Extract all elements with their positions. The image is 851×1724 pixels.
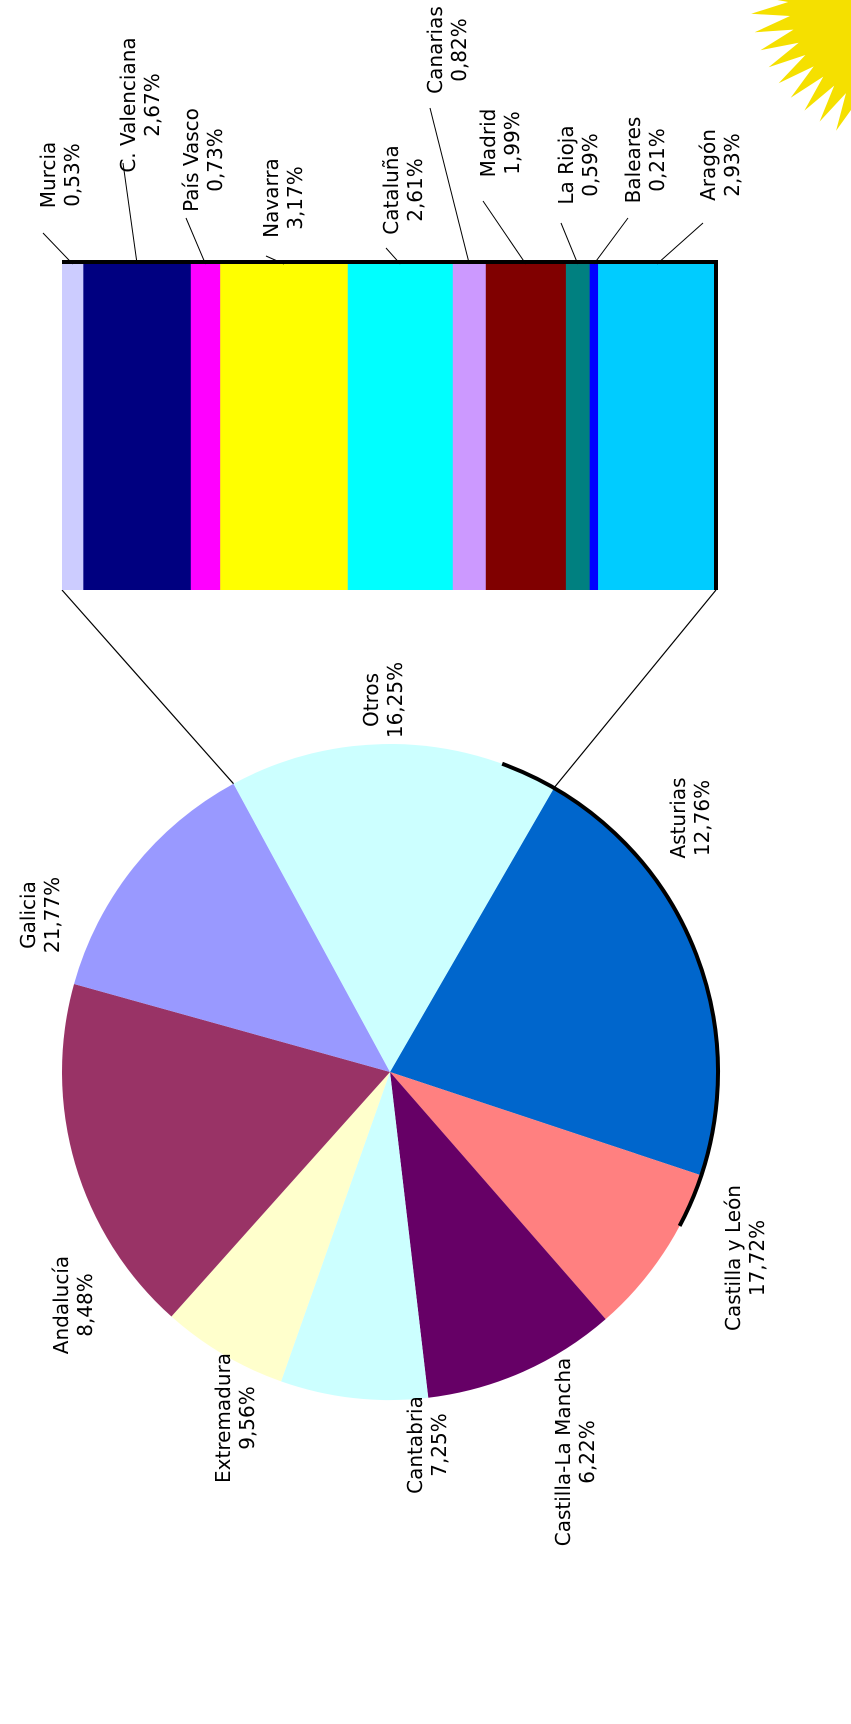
slice-label-galicia-name: Galicia	[16, 881, 40, 949]
leader-line-murcia	[42, 232, 74, 265]
slice-label-cantabria: Cantabria7,25%	[403, 1396, 451, 1494]
slice-label-extremadura-name: Extremadura	[211, 1353, 235, 1483]
slice-label-castilla-y-leon: Castilla y León17,72%	[721, 1185, 769, 1331]
slice-label-cantabria-value: 7,25%	[427, 1413, 451, 1477]
slice-label-castilla-y-leon-name: Castilla y León	[721, 1185, 745, 1331]
leader-line-pais-vasco	[185, 217, 206, 265]
bar-label-cataluna-name: Cataluña	[379, 145, 403, 234]
bar-labels: Murcia0,53%C. Valenciana2,67%País Vasco0…	[36, 6, 744, 265]
slice-label-andalucia-name: Andalucía	[49, 1256, 73, 1354]
bar-label-pais-vasco: País Vasco0,73%	[179, 108, 227, 212]
connector-line-left	[61, 589, 234, 785]
leader-line-canarias	[429, 107, 470, 265]
slice-castilla-la-mancha	[171, 1072, 390, 1382]
sun-decoration	[751, 0, 851, 131]
slice-label-cantabria-name: Cantabria	[403, 1396, 427, 1494]
bar-label-pais-vasco-name: País Vasco	[179, 108, 203, 212]
leader-line-c-valenciana	[122, 162, 138, 265]
bar-segment-la-rioja	[565, 262, 590, 590]
bar-label-murcia-value: 0,53%	[60, 143, 84, 207]
bar-label-la-rioja: La Rioja0,59%	[554, 125, 602, 204]
leader-line-aragon	[656, 222, 704, 265]
bar-label-baleares-name: Baleares	[621, 117, 645, 204]
bar-label-navarra-value: 3,17%	[283, 166, 307, 230]
slice-andalucia	[390, 1072, 702, 1320]
connector-lines	[61, 589, 717, 789]
leader-line-baleares	[593, 217, 629, 265]
bar-label-pais-vasco-value: 0,73%	[203, 128, 227, 192]
bar-segment-aragon	[598, 262, 717, 590]
slice-label-castilla-la-mancha-value: 6,22%	[575, 1420, 599, 1484]
bar-label-canarias: Canarias0,82%	[423, 6, 471, 94]
slice-asturias	[74, 783, 390, 1072]
sun-rays-shape	[751, 0, 851, 131]
slice-cantabria	[281, 1072, 429, 1400]
breakdown-bar	[62, 260, 718, 590]
slice-label-galicia-value: 21,77%	[40, 877, 64, 953]
slice-castilla-y-leon	[61, 983, 390, 1317]
bar-label-murcia: Murcia0,53%	[36, 142, 84, 209]
leader-line-cataluna	[385, 247, 401, 265]
bar-label-cataluna: Cataluña2,61%	[379, 145, 427, 234]
bar-segment-cataluna	[347, 262, 454, 590]
slice-label-andalucia: Andalucía8,48%	[49, 1256, 97, 1354]
slice-label-castilla-la-mancha: Castilla-La Mancha6,22%	[551, 1358, 599, 1547]
bar-label-baleares-value: 0,21%	[645, 128, 669, 192]
bar-segment-murcia	[62, 262, 84, 590]
bar-label-madrid-name: Madrid	[476, 109, 500, 178]
bar-label-la-rioja-name: La Rioja	[554, 125, 578, 204]
slice-label-otros-value: 16,25%	[383, 662, 407, 738]
pie-labels: Galicia21,77% Andalucía8,48% Extremadura9,…	[16, 662, 769, 1546]
leader-line-la-rioja	[560, 222, 579, 265]
slice-label-otros: Otros16,25%	[359, 662, 407, 738]
slice-otros	[233, 743, 554, 1072]
bar-label-aragon-value: 2,93%	[720, 133, 744, 197]
bar-label-baleares: Baleares0,21%	[621, 117, 669, 204]
bar-segment-c-valenciana	[83, 262, 192, 590]
bar-label-navarra-name: Navarra	[259, 158, 283, 238]
bar-label-canarias-name: Canarias	[423, 6, 447, 94]
bar-segment-navarra	[220, 262, 349, 590]
bar-label-c-valenciana: C. Valenciana2,67%	[116, 37, 164, 172]
slice-label-asturias-value: 12,76%	[690, 780, 714, 856]
leader-line-madrid	[482, 200, 527, 265]
bar-label-aragon-name: Aragón	[696, 129, 720, 201]
slice-label-extremadura: Extremadura9,56%	[211, 1353, 259, 1483]
slice-label-otros-name: Otros	[359, 673, 383, 727]
bar-label-navarra: Navarra3,17%	[259, 158, 307, 238]
slice-label-castilla-y-leon-value: 17,72%	[745, 1220, 769, 1296]
connector-line-right	[553, 589, 717, 789]
slice-label-castilla-la-mancha-name: Castilla-La Mancha	[551, 1358, 575, 1547]
bar-label-la-rioja-value: 0,59%	[578, 133, 602, 197]
slice-extremadura	[390, 1072, 606, 1398]
bar-label-canarias-value: 0,82%	[447, 18, 471, 82]
bar-label-madrid-value: 1,99%	[500, 111, 524, 175]
slice-label-asturias: Asturias12,76%	[666, 777, 714, 858]
slice-label-asturias-name: Asturias	[666, 777, 690, 858]
bar-label-c-valenciana-value: 2,67%	[140, 73, 164, 137]
bar-label-aragon: Aragón2,93%	[696, 129, 744, 201]
bar-segment-baleares	[589, 262, 599, 590]
slice-label-galicia: Galicia21,77%	[16, 877, 64, 953]
bar-label-c-valenciana-name: C. Valenciana	[116, 37, 140, 172]
leader-line-navarra	[265, 255, 285, 265]
slice-label-extremadura-value: 9,56%	[235, 1386, 259, 1450]
pie-outline-arc	[501, 761, 720, 1227]
bar-label-murcia-name: Murcia	[36, 142, 60, 209]
bar-segment-madrid	[485, 262, 567, 590]
bar-segment-pais-vasco	[190, 262, 221, 590]
bar-label-madrid: Madrid1,99%	[476, 109, 524, 178]
pie	[61, 743, 720, 1400]
slice-label-andalucia-value: 8,48%	[73, 1273, 97, 1337]
slice-galicia	[390, 787, 719, 1176]
bar-label-cataluna-value: 2,61%	[403, 158, 427, 222]
bar-segment-canarias	[452, 262, 487, 590]
